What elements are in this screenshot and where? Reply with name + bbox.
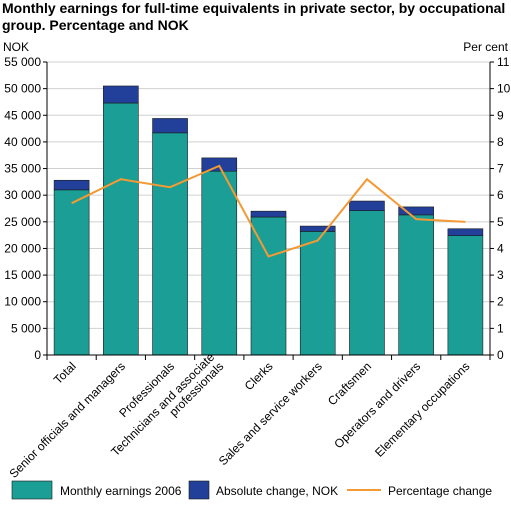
legend-label-absolute-change: Absolute change, NOK: [216, 484, 338, 498]
category-label: Operators and drivers: [331, 359, 423, 451]
y-tick-label-left: 35 000: [4, 162, 41, 176]
y-tick-label-right: 11: [497, 55, 510, 69]
bar-absolute-change: [398, 206, 434, 216]
bar-monthly-earnings: [349, 210, 385, 356]
legend-label-percentage-change: Percentage change: [388, 484, 492, 498]
percentage-line: [71, 164, 466, 258]
y-tick-label-right: 7: [497, 162, 504, 176]
y-tick-label-left: 10 000: [4, 295, 41, 309]
y-tick-label-left: 50 000: [4, 82, 41, 96]
bar-monthly-earnings: [152, 132, 188, 356]
right-axis-label: Per cent: [463, 40, 508, 54]
bar-absolute-change: [299, 225, 336, 232]
bar-monthly-earnings: [299, 231, 336, 356]
category-label: Craftsmen: [325, 359, 374, 408]
y-tick-label-right: 6: [497, 188, 504, 202]
legend-swatch-absolute-change: [188, 480, 210, 500]
y-tick-label-right: 10: [497, 82, 511, 96]
y-tick-label-right: 8: [497, 135, 504, 149]
right-axis-ticks: 0 1 2 3 4 5 6 7 8 9 10 11: [490, 55, 511, 362]
bar-monthly-earnings: [447, 235, 484, 356]
bars: [53, 85, 484, 356]
bar-absolute-change: [201, 157, 238, 172]
y-tick-label-left: 15 000: [4, 268, 41, 282]
bar-absolute-change: [250, 210, 287, 218]
y-tick-label-right: 0: [497, 348, 504, 362]
bar-monthly-earnings: [103, 102, 139, 356]
y-tick-label-left: 25 000: [4, 215, 41, 229]
y-tick-label-right: 1: [497, 321, 504, 335]
y-tick-label-right: 2: [497, 295, 504, 309]
bar-absolute-change: [349, 200, 385, 211]
y-tick-label-left: 40 000: [4, 135, 41, 149]
bar-absolute-change: [152, 118, 188, 134]
percentage-change-line: [71, 164, 466, 258]
chart-title: Monthly earnings for full-time equivalen…: [2, 0, 506, 33]
y-tick-label-left: 55 000: [4, 55, 41, 69]
y-tick-label-right: 3: [497, 268, 504, 282]
y-tick-label-left: 30 000: [4, 188, 41, 202]
y-tick-label-left: 0: [34, 348, 41, 362]
axes: [46, 62, 491, 360]
legend-label-monthly-earnings: Monthly earnings 2006: [60, 484, 182, 498]
bar-absolute-change: [103, 85, 139, 104]
y-tick-label-right: 5: [497, 215, 504, 229]
legend-swatch-monthly-earnings: [11, 480, 53, 500]
y-tick-label-right: 4: [497, 241, 504, 255]
y-tick-label-left: 5 000: [11, 321, 41, 335]
left-axis-ticks: 0 5 000 10 000 15 000 20 000 25 000 30 000 35 0…: [4, 55, 47, 362]
category-label: Sales and service workers: [216, 359, 325, 468]
y-tick-label-left: 20 000: [4, 241, 41, 255]
bar-absolute-change: [53, 179, 90, 191]
category-label: Total: [51, 359, 79, 387]
category-label: Elementary occupations: [372, 359, 472, 459]
bar-monthly-earnings: [53, 189, 90, 356]
bar-monthly-earnings: [201, 170, 238, 356]
y-tick-label-right: 9: [497, 108, 504, 122]
category-label: Clerks: [242, 359, 276, 393]
legend: Monthly earnings 2006 Absolute change, NO…: [11, 480, 492, 500]
left-axis-label: NOK: [3, 40, 29, 54]
bar-absolute-change: [447, 228, 484, 236]
bar-monthly-earnings: [398, 214, 434, 356]
y-tick-label-left: 45 000: [4, 108, 41, 122]
bar-monthly-earnings: [250, 216, 287, 356]
